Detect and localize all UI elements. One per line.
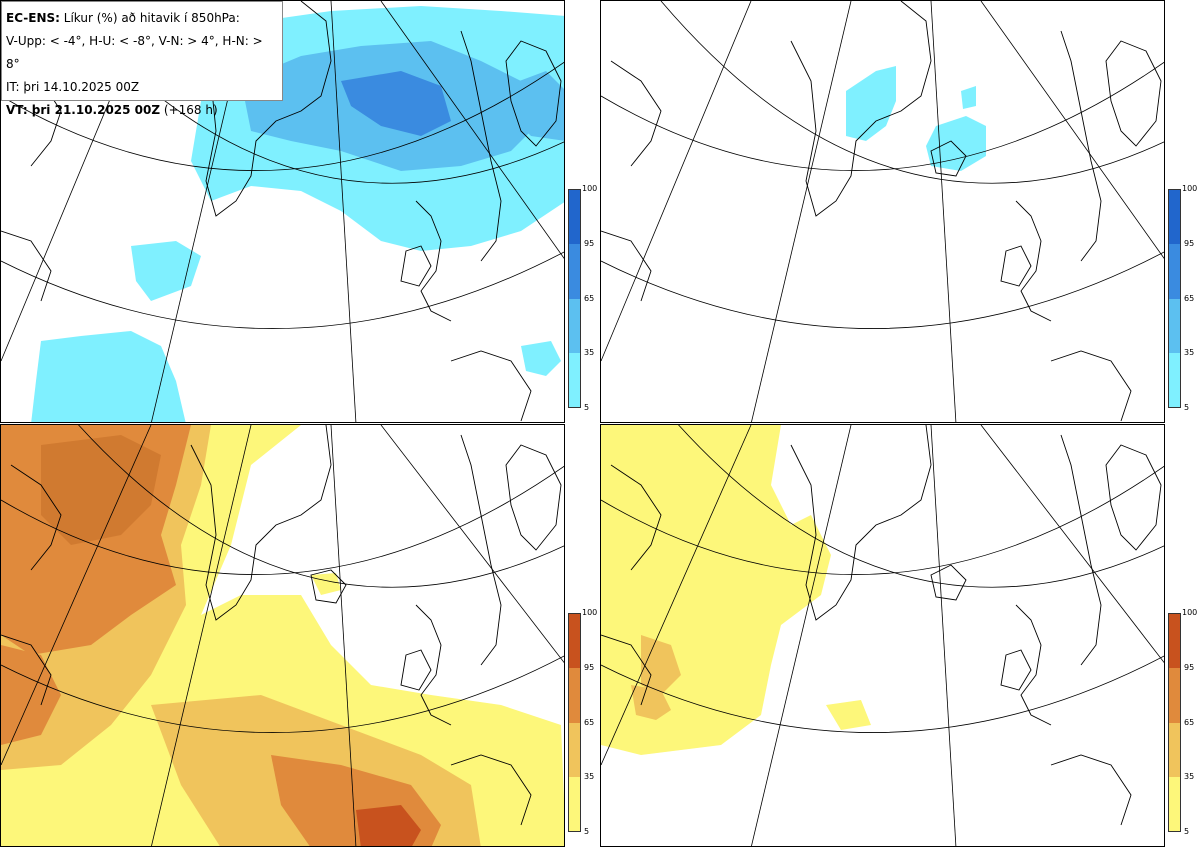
- product-title: Líkur (%) að hitavik í 850hPa:: [63, 11, 240, 25]
- colorbar-tick-95: 95: [1184, 663, 1195, 672]
- graticule: [601, 425, 1164, 846]
- map-cold-8: [601, 1, 1164, 422]
- coastlines: [1, 1, 562, 422]
- colorbar-tick-5: 5: [1184, 403, 1190, 412]
- colorbar-tick-65: 65: [584, 294, 595, 303]
- valid-time: VT: þri 21.10.2025 00Z: [6, 103, 161, 117]
- probability-shading: [601, 425, 871, 755]
- forecast-info-box: EC-ENS: Líkur (%) að hitavik í 850hPa: V…: [1, 1, 283, 117]
- colorbar-tick-65: 65: [1184, 294, 1195, 303]
- map-warm-8: [601, 425, 1164, 846]
- map-warm-4: [1, 425, 564, 846]
- probability-shading: [31, 6, 564, 422]
- colorbar-cold-left: [568, 189, 581, 408]
- colorbar-warm-left: [568, 613, 581, 832]
- coastlines: [601, 425, 1162, 826]
- threshold-legend: V-Upp: < -4°, H-U: < -8°, V-N: > 4°, H-N…: [6, 34, 263, 71]
- colorbar-tick-65: 65: [584, 718, 595, 727]
- map-panel-cold-8: [600, 0, 1165, 423]
- colorbar-tick-35: 35: [1184, 772, 1195, 781]
- map-panel-cold-4: EC-ENS: Líkur (%) að hitavik í 850hPa: V…: [0, 0, 565, 423]
- colorbar-tick-100: 100: [582, 184, 598, 193]
- colorbar-tick-5: 5: [584, 403, 590, 412]
- graticule: [1, 425, 564, 846]
- colorbar-tick-35: 35: [584, 772, 595, 781]
- colorbar-tick-35: 35: [584, 348, 595, 357]
- coastlines: [1, 425, 562, 826]
- colorbar-warm-right: [1168, 613, 1181, 832]
- colorbar-tick-100: 100: [1182, 184, 1198, 193]
- map-cold-4: [1, 1, 564, 422]
- map-panel-warm-8: [600, 424, 1165, 847]
- init-time: IT: þri 14.10.2025 00Z: [6, 80, 140, 94]
- colorbar-cold-right: [1168, 189, 1181, 408]
- colorbar-tick-95: 95: [584, 663, 595, 672]
- colorbar-tick-65: 65: [1184, 718, 1195, 727]
- model-label: EC-ENS:: [6, 11, 60, 25]
- colorbar-tick-95: 95: [584, 239, 595, 248]
- colorbar-tick-100: 100: [582, 608, 598, 617]
- colorbar-tick-5: 5: [1184, 827, 1190, 836]
- colorbar-tick-35: 35: [1184, 348, 1195, 357]
- colorbar-tick-5: 5: [584, 827, 590, 836]
- lead-time: (+168 h): [163, 103, 218, 117]
- colorbar-tick-95: 95: [1184, 239, 1195, 248]
- probability-shading: [1, 425, 564, 846]
- map-panel-warm-4: [0, 424, 565, 847]
- graticule: [601, 1, 1164, 422]
- coastlines: [601, 1, 1162, 422]
- probability-shading: [846, 66, 986, 171]
- colorbar-tick-100: 100: [1182, 608, 1198, 617]
